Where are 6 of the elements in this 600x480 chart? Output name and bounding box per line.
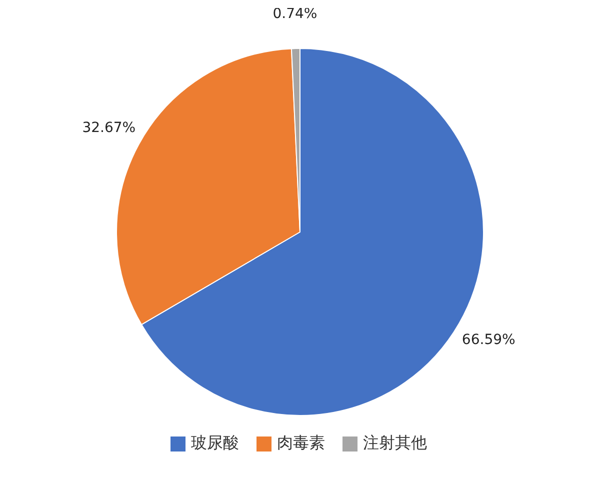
data-label: 66.59%	[462, 332, 516, 348]
legend-label: 玻尿酸	[191, 433, 239, 452]
data-label: 0.74%	[272, 6, 318, 22]
legend-label: 注射其他	[363, 433, 427, 452]
legend-label: 肉毒素	[277, 433, 325, 452]
data-label: 32.67%	[82, 120, 136, 136]
